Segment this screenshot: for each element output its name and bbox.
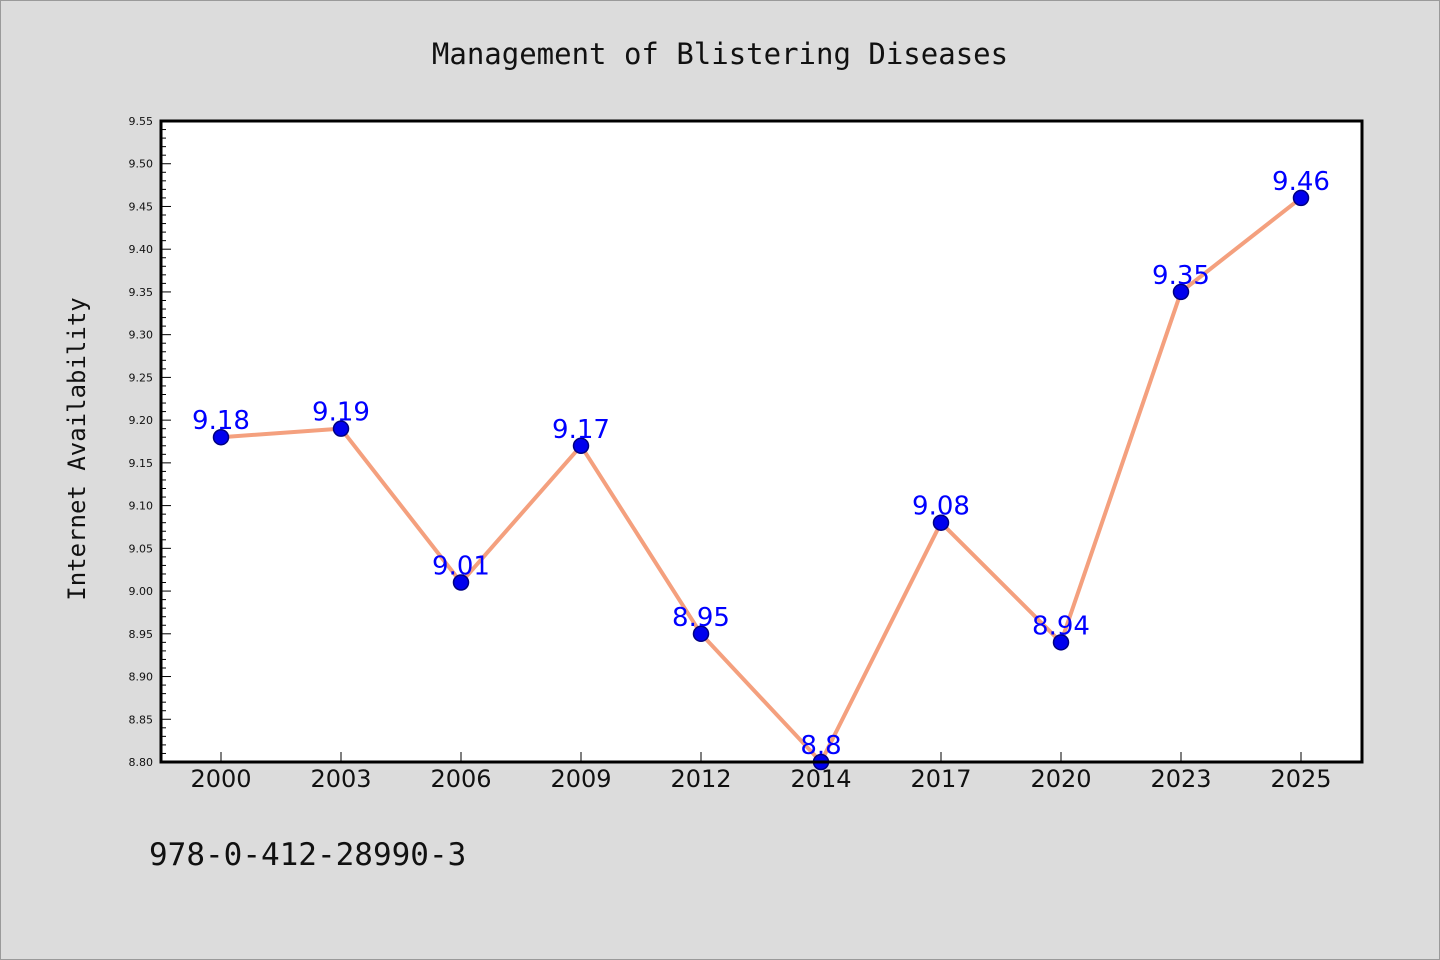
y-axis-label: Internet Availability [63, 297, 91, 600]
y-tick-label: 8.90 [129, 671, 154, 684]
x-tick-label: 2000 [190, 765, 251, 793]
data-label: 9.08 [912, 492, 970, 522]
y-tick-label: 8.85 [129, 713, 154, 726]
x-tick-label: 2009 [550, 765, 611, 793]
data-point [932, 514, 950, 531]
data-label: 9.46 [1272, 167, 1330, 197]
data-point [1052, 634, 1070, 651]
data-label: 9.17 [552, 415, 610, 445]
data-point [332, 420, 350, 437]
y-tick-label: 9.35 [129, 286, 154, 299]
data-label: 8.95 [672, 603, 730, 633]
data-labels: 9.18 9.19 9.01 9.17 8.95 8.8 9.08 8.94 9.35 9.46 [192, 167, 1330, 761]
x-tick-label: 2006 [430, 765, 491, 793]
y-tick-label: 8.95 [129, 628, 154, 641]
y-tick-label: 9.15 [129, 457, 154, 470]
y-tick-label: 9.50 [129, 158, 154, 171]
data-point [572, 437, 590, 455]
x-tick-label: 2003 [310, 765, 371, 793]
data-label: 9.01 [432, 552, 490, 582]
plot-area [161, 121, 1362, 762]
y-tick-label: 9.30 [129, 329, 154, 342]
x-tick-label: 2012 [670, 765, 731, 793]
x-tick-label: 2020 [1030, 765, 1091, 793]
data-point [692, 625, 710, 643]
y-tick-label: 9.25 [129, 371, 154, 384]
series-line [219, 195, 1303, 764]
y-tick-label: 9.10 [129, 500, 154, 513]
x-tick-label: 2023 [1150, 765, 1211, 793]
x-tick-label: 2017 [910, 765, 971, 793]
data-label: 8.94 [1032, 611, 1090, 641]
data-points [212, 189, 1310, 771]
x-tick-label: 2025 [1270, 765, 1331, 793]
y-tick-label: 9.00 [129, 585, 154, 598]
isbn-footnote: 978-0-412-28990-3 [149, 837, 466, 873]
chart-title: Management of Blistering Diseases [432, 37, 1008, 71]
y-tick-label: 9.20 [129, 414, 154, 427]
plot-frame [159, 119, 1364, 764]
data-point [1292, 189, 1310, 207]
series-line-group [219, 195, 1303, 764]
data-label: 8.8 [800, 731, 841, 761]
y-tick-label: 9.55 [129, 115, 154, 128]
y-tick-label: 9.05 [129, 542, 154, 555]
data-label: 9.35 [1152, 261, 1210, 291]
data-point [212, 428, 230, 446]
data-label: 9.18 [192, 406, 250, 436]
y-tick-label: 8.80 [129, 756, 154, 769]
data-point [1172, 283, 1190, 301]
y-tick-label: 9.45 [129, 200, 154, 213]
data-label: 9.19 [312, 398, 370, 428]
y-tick-label: 9.40 [129, 243, 154, 256]
x-axis-ticks: 2000 2003 2006 2009 2012 2014 2017 2020 2023 2025 [190, 752, 1332, 793]
data-point [452, 574, 470, 591]
